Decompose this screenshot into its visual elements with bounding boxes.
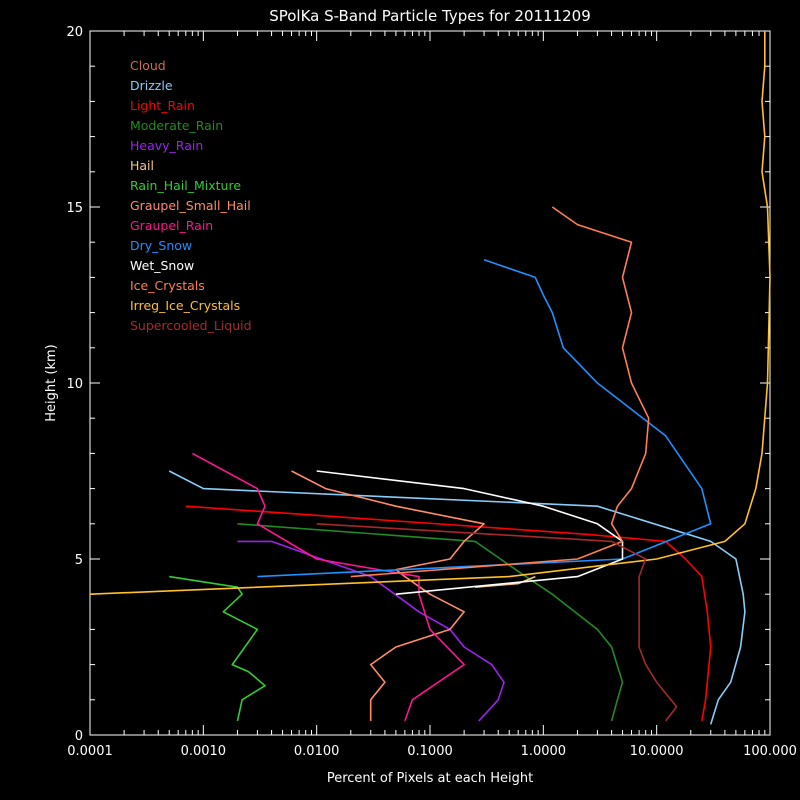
x-axis-label: Percent of Pixels at each Height	[327, 771, 533, 786]
legend-entry-moderate-rain: Moderate_Rain	[130, 118, 223, 133]
legend-entry-light-rain: Light_Rain	[130, 98, 195, 113]
series-line-dry-snow	[257, 259, 712, 578]
series-line-supercooled-liquid	[316, 523, 678, 722]
legend-entry-supercooled-liquid: Supercooled_Liquid	[130, 318, 252, 333]
legend-entry-wet-snow: Wet_Snow	[130, 258, 194, 273]
x-tick-label: 0.1000	[407, 744, 453, 759]
x-tick-label: 1.0000	[521, 744, 567, 759]
x-tick-label: 0.0001	[67, 744, 113, 759]
series-lines	[89, 31, 771, 725]
legend-entry-hail: Hail	[130, 158, 154, 173]
y-axis-label: Height (km)	[44, 344, 59, 421]
series-line-moderate-rain	[237, 523, 624, 722]
legend-entry-graupel-rain: Graupel_Rain	[130, 218, 213, 233]
series-line-rain-hail-mixture	[169, 575, 266, 722]
series-line-graupel-small-hail	[291, 470, 485, 721]
legend-entry-graupel-small-hail: Graupel_Small_Hail	[130, 198, 251, 213]
series-line-irreg-ice-crystals	[89, 31, 771, 595]
y-tick-label: 0	[75, 729, 83, 744]
x-tick-label: 0.0010	[181, 744, 227, 759]
x-tick-label: 100.000	[743, 744, 797, 759]
series-line-light-rain	[185, 505, 712, 722]
series-line-wet-snow	[316, 470, 624, 595]
legend: Cloud Drizzle Light_Rain Moderate_Rain Heavy…	[130, 58, 252, 333]
legend-entry-cloud: Cloud	[130, 58, 166, 73]
chart-title: SPolKa S-Band Particle Types for 2011120…	[269, 7, 591, 25]
legend-entry-irreg-ice-crystals: Irreg_Ice_Crystals	[130, 298, 240, 313]
series-line-drizzle	[168, 470, 746, 725]
legend-entry-heavy-rain: Heavy_Rain	[130, 138, 203, 153]
y-tick-label: 10	[66, 377, 83, 392]
x-tick-label: 0.0100	[294, 744, 340, 759]
x-tick-label: 10.0000	[630, 744, 684, 759]
series-line-graupel-rain	[192, 452, 465, 722]
y-tick-label: 5	[75, 553, 83, 568]
legend-entry-rain-hail-mixture: Rain_Hail_Mixture	[130, 178, 241, 193]
legend-entry-drizzle: Drizzle	[130, 78, 173, 93]
series-line-hail	[475, 575, 536, 588]
legend-entry-ice-crystals: Ice_Crystals	[130, 278, 205, 293]
series-line-ice-crystals	[350, 206, 650, 578]
y-tick-label: 20	[66, 25, 83, 40]
legend-entry-dry-snow: Dry_Snow	[130, 238, 192, 253]
y-tick-label: 15	[66, 201, 83, 216]
axes: 0.0001 0.0010 0.0100 0.1000 1.0000 10.0000 100…	[66, 25, 796, 759]
